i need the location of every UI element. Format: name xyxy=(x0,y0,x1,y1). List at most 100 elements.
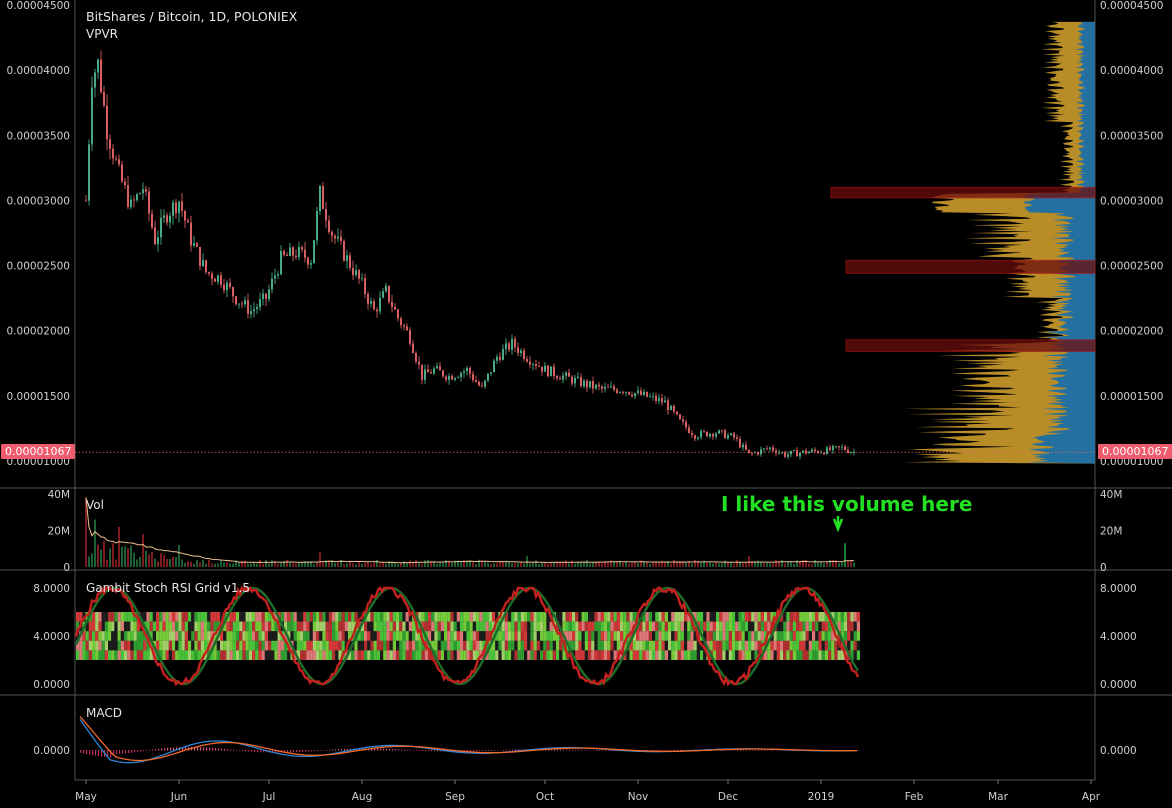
candle-body xyxy=(565,372,567,376)
candle-body xyxy=(436,366,438,369)
stoch-grid-cell xyxy=(274,631,278,641)
stoch-grid-cell xyxy=(159,631,163,641)
candle-body xyxy=(778,452,780,454)
volume-bar xyxy=(133,552,135,567)
stoch-grid-cell xyxy=(255,631,259,641)
stoch-grid-cell xyxy=(162,640,166,651)
stoch-grid-cell xyxy=(514,612,518,622)
x-tick-label: Oct xyxy=(536,791,554,803)
stoch-grid-cell xyxy=(149,650,153,660)
stoch-grid-cell xyxy=(565,631,569,641)
macd-hist-bar xyxy=(134,750,136,753)
stoch-grid-cell xyxy=(85,640,89,651)
stoch-grid-cell xyxy=(364,631,368,641)
candle-body xyxy=(844,446,846,451)
stoch-grid-cell xyxy=(127,640,131,651)
stoch-grid-cell xyxy=(492,612,496,622)
volume-bar xyxy=(493,563,495,567)
candle-body xyxy=(826,447,828,455)
stoch-grid-cell xyxy=(264,621,268,632)
stoch-grid-cell xyxy=(431,640,435,651)
volume-bar xyxy=(568,563,570,567)
macd-hist-bar xyxy=(329,749,331,751)
stoch-grid-cell xyxy=(524,612,528,622)
stoch-grid-cell xyxy=(117,650,121,660)
candle-body xyxy=(487,373,489,381)
vpvr-indicator-label[interactable]: VPVR xyxy=(86,27,118,41)
macd-hist-bar xyxy=(665,750,667,751)
stoch-grid-cell xyxy=(501,621,505,632)
volume-bar xyxy=(682,562,684,567)
stoch-grid-cell xyxy=(258,612,262,622)
stoch-grid-cell xyxy=(181,640,185,651)
vpvr-value-box xyxy=(845,259,1096,274)
stoch-grid-cell xyxy=(229,612,233,622)
stoch-grid-cell xyxy=(332,650,336,660)
volume-bar xyxy=(271,560,273,567)
candle-body xyxy=(292,247,294,256)
stoch-grid-cell xyxy=(520,621,524,632)
stoch-grid-cell xyxy=(114,621,118,632)
volume-bar xyxy=(295,563,297,567)
stoch-grid-cell xyxy=(853,650,857,660)
stoch-grid-cell xyxy=(789,650,793,660)
candle-body xyxy=(304,249,306,258)
stoch-grid-cell xyxy=(485,650,489,660)
candle-body xyxy=(259,299,261,308)
candle-body xyxy=(625,391,627,393)
macd-hist-bar xyxy=(332,749,334,751)
stoch-grid-cell xyxy=(380,650,384,660)
stoch-grid-cell xyxy=(850,650,854,660)
stoch-grid-cell xyxy=(709,640,713,651)
candle-body xyxy=(652,395,654,397)
stoch-grid-cell xyxy=(447,621,451,632)
stoch-grid-cell xyxy=(664,650,668,660)
stoch-grid-cell xyxy=(725,631,729,641)
stoch-grid-cell xyxy=(591,640,595,651)
stoch-grid-cell xyxy=(536,631,540,641)
stoch-grid-cell xyxy=(594,631,598,641)
volume-bar xyxy=(508,561,510,567)
candle-body xyxy=(130,199,132,208)
stoch-grid-cell xyxy=(661,640,665,651)
volume-bar xyxy=(457,560,459,567)
candle-body xyxy=(688,427,690,434)
macd-hist-bar xyxy=(176,747,178,751)
stoch-grid-cell xyxy=(178,631,182,641)
macd-hist-bar xyxy=(485,750,487,751)
stoch-grid-cell xyxy=(284,640,288,651)
stoch-grid-cell xyxy=(264,650,268,660)
stoch-grid-cell xyxy=(200,640,204,651)
candle-body xyxy=(496,356,498,361)
candle-body xyxy=(235,296,237,305)
stoch-rsi-pane-title: Gambit Stoch RSI Grid v1.5 xyxy=(86,581,250,595)
stoch-grid-cell xyxy=(309,650,313,660)
stoch-grid-cell xyxy=(645,650,649,660)
stoch-grid-cell xyxy=(463,640,467,651)
stoch-grid-cell xyxy=(156,621,160,632)
macd-hist-bar xyxy=(272,750,274,753)
candle-body xyxy=(277,274,279,276)
stoch-grid-cell xyxy=(316,650,320,660)
stoch-grid-cell xyxy=(799,631,803,641)
stoch-grid-cell xyxy=(808,650,812,660)
stoch-grid-cell xyxy=(607,612,611,622)
stoch-grid-cell xyxy=(476,650,480,660)
stoch-grid-cell xyxy=(600,621,604,632)
stoch-grid-cell xyxy=(591,621,595,632)
candle-body xyxy=(469,367,471,375)
stoch-grid-cell xyxy=(482,650,486,660)
stoch-grid-cell xyxy=(552,650,556,660)
stoch-grid-cell xyxy=(485,612,489,622)
stoch-grid-cell xyxy=(191,640,195,651)
macd-hist-bar xyxy=(128,750,130,753)
volume-bar xyxy=(757,560,759,567)
stoch-grid-cell xyxy=(476,612,480,622)
stoch-grid-cell xyxy=(130,612,134,622)
stoch-grid-cell xyxy=(613,640,617,651)
volume-bar xyxy=(658,562,660,567)
stoch-grid-cell xyxy=(706,640,710,651)
candle-body xyxy=(697,437,699,439)
stoch-grid-cell xyxy=(274,612,278,622)
